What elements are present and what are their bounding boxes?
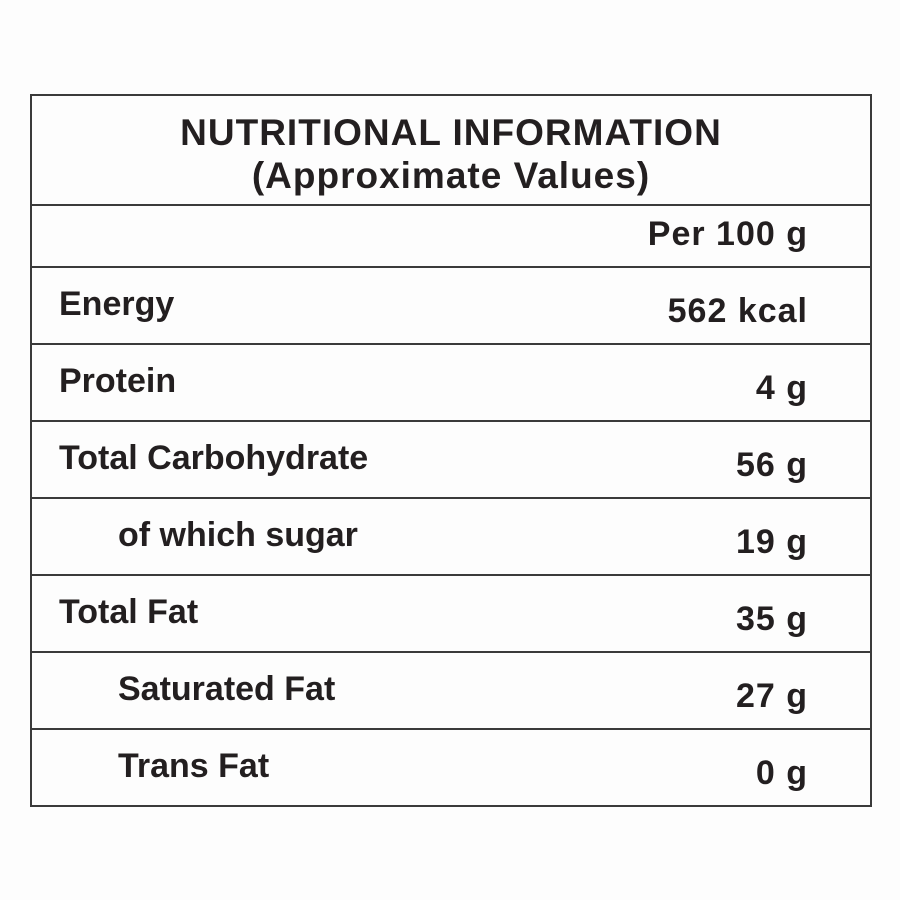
row-label: of which sugar: [118, 516, 358, 554]
row-value: 4 g: [755, 369, 808, 407]
table-header: NUTRITIONAL INFORMATION (Approximate Val…: [32, 96, 870, 204]
table-row: Trans Fat 0 g: [32, 728, 870, 805]
title: NUTRITIONAL INFORMATION: [180, 112, 722, 153]
row-value: 35 g: [735, 600, 808, 638]
column-header-row: Per 100 g: [32, 204, 870, 266]
table-row: Protein 4 g: [32, 343, 870, 420]
row-label: Trans Fat: [118, 747, 270, 785]
nutrition-table: NUTRITIONAL INFORMATION (Approximate Val…: [30, 94, 872, 807]
table-row: of which sugar 19 g: [32, 497, 870, 574]
table-row: Total Carbohydrate 56 g: [32, 420, 870, 497]
row-label: Energy: [59, 285, 175, 323]
table-row: Energy 562 kcal: [32, 266, 870, 343]
row-value: 562 kcal: [667, 292, 808, 330]
row-value: 19 g: [735, 523, 808, 561]
column-header: Per 100 g: [647, 215, 808, 253]
subtitle: (Approximate Values): [251, 155, 651, 196]
row-label: Protein: [59, 362, 177, 400]
row-label: Total Fat: [59, 593, 199, 631]
row-value: 56 g: [735, 446, 808, 484]
row-label: Total Carbohydrate: [59, 439, 369, 477]
row-label: Saturated Fat: [118, 670, 336, 708]
row-value: 0 g: [755, 754, 808, 792]
table-row: Saturated Fat 27 g: [32, 651, 870, 728]
row-value: 27 g: [735, 677, 808, 715]
table-row: Total Fat 35 g: [32, 574, 870, 651]
